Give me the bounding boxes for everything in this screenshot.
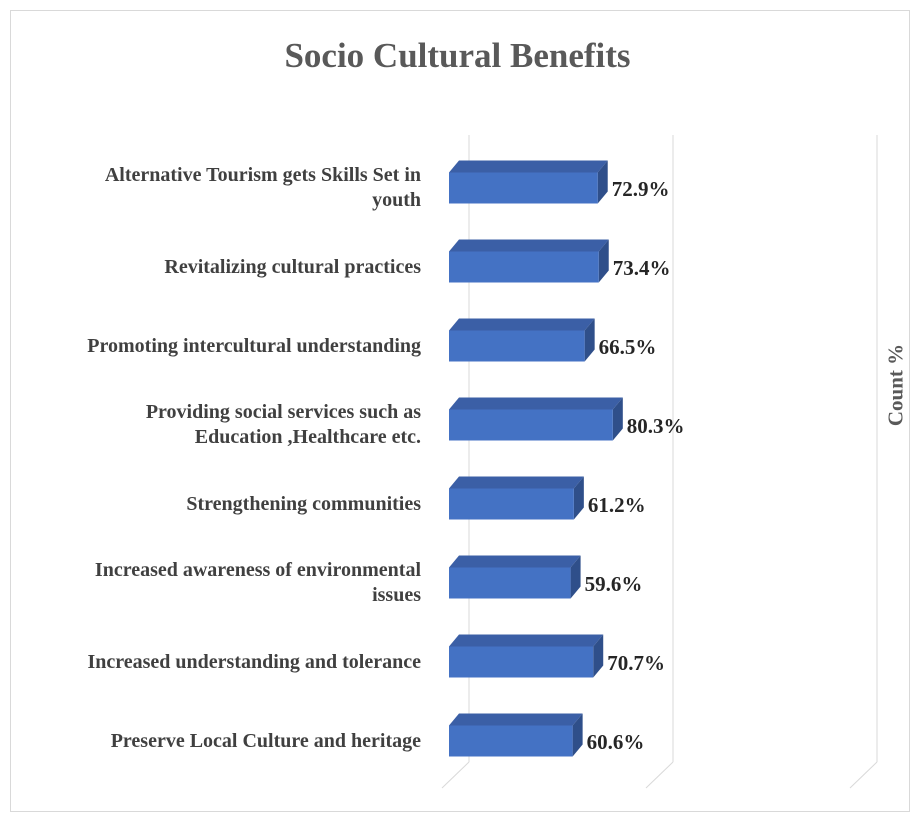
chart-title: Socio Cultural Benefits [284, 36, 631, 75]
category-label-line: issues [372, 584, 421, 606]
gridline [441, 761, 470, 789]
category-label-line: Increased awareness of environmental [94, 559, 421, 581]
category-label: Increased understanding and tolerance [15, 650, 421, 675]
bar-side [593, 634, 604, 678]
category-label: Strengthening communities [15, 492, 421, 517]
category-label-line: Preserve Local Culture and heritage [110, 729, 421, 752]
category-label: Revitalizing cultural practices [15, 255, 421, 280]
bar-side [612, 397, 623, 441]
category-label: Increased awareness of environmental issu… [15, 558, 421, 608]
data-label: 73.4% [613, 256, 671, 280]
bar-top [449, 713, 583, 726]
bar [449, 172, 598, 204]
data-label: 60.6% [587, 730, 645, 754]
bar-top [449, 239, 609, 252]
category-label: Alternative Tourism gets Skills Set in yo… [15, 163, 421, 213]
bar-top [449, 318, 595, 331]
bar-side [598, 239, 609, 283]
bar-side [573, 476, 584, 520]
category-label: Promoting intercultural understanding [15, 334, 421, 359]
data-label: 80.3% [627, 414, 685, 438]
gridline [645, 761, 674, 789]
gridline [849, 761, 878, 789]
category-label: Providing social services such as Educati… [15, 400, 421, 450]
data-label: 66.5% [599, 335, 657, 359]
bar [449, 251, 599, 283]
bar-side [584, 318, 595, 362]
category-label-line: Providing social services such as [145, 401, 421, 423]
category-label-line: Alternative Tourism gets Skills Set in [104, 164, 421, 186]
category-label-line: Increased understanding and tolerance [87, 650, 421, 673]
category-label-line: Revitalizing cultural practices [164, 255, 421, 278]
category-label-line: Education ,Healthcare etc. [194, 426, 421, 448]
category-label-line: Strengthening communities [186, 492, 421, 515]
data-label: 72.9% [612, 177, 670, 201]
bar [449, 330, 585, 362]
data-label: 59.6% [585, 572, 643, 596]
axis-title: Count % [883, 343, 908, 427]
bar [449, 488, 574, 520]
bar-top [449, 476, 584, 489]
bar [449, 646, 594, 678]
bar-top [449, 160, 608, 173]
bar-side [572, 713, 583, 757]
category-label: Preserve Local Culture and heritage [15, 729, 421, 754]
bar-top [449, 555, 581, 568]
category-label-line: youth [372, 189, 421, 211]
bar [449, 409, 613, 441]
bar-side [570, 555, 581, 599]
data-label: 70.7% [607, 651, 665, 675]
bar-top [449, 397, 623, 410]
data-label: 61.2% [588, 493, 646, 517]
category-label-line: Promoting intercultural understanding [87, 334, 421, 357]
bar [449, 567, 571, 599]
bar-side [597, 160, 608, 204]
bar [449, 725, 573, 757]
bar-top [449, 634, 604, 647]
